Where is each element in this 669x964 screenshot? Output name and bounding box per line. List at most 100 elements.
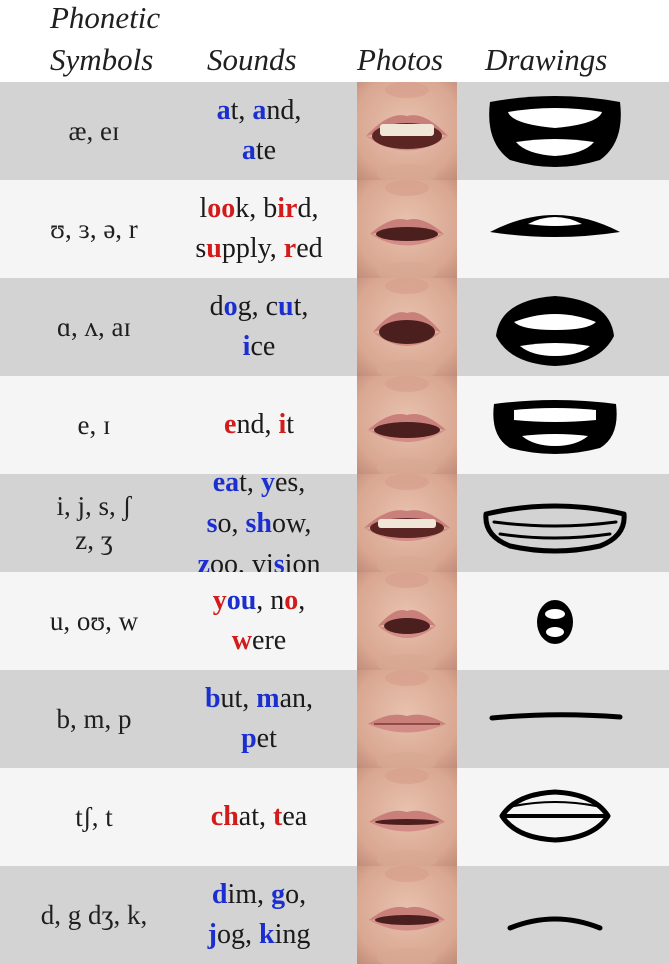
example-words-line: were <box>232 621 286 661</box>
word-text: et <box>256 723 277 754</box>
closed-line-mouth-icon <box>480 670 630 768</box>
highlighted-letters: s <box>206 507 218 539</box>
oval-open-mouth-icon <box>480 278 630 376</box>
example-words-line: chat, tea <box>211 797 307 837</box>
word-text: pply, <box>221 233 284 264</box>
word-text: ow, <box>271 507 312 539</box>
phonetic-symbols-cell: tʃ, t <box>20 768 168 866</box>
example-sounds-cell: dim, go, jog, king <box>176 866 342 964</box>
phonetic-symbols-line: ɑ, ʌ, aɪ <box>56 312 132 342</box>
mouth-photo <box>357 82 457 180</box>
example-words-line: ice <box>243 327 276 367</box>
highlighted-letters: sh <box>245 507 272 539</box>
word-text: o, <box>285 879 307 910</box>
word-text: t, <box>239 466 261 498</box>
word-text: og, <box>216 919 259 950</box>
partial-mouth-icon <box>480 866 630 964</box>
phonetic-symbols-cell: d, g dʒ, k, <box>20 866 168 964</box>
example-words-line: so, show, <box>207 503 312 544</box>
word-text: nd, <box>236 409 279 440</box>
example-words-line: end, it <box>224 405 294 445</box>
highlighted-letters: z <box>197 548 210 580</box>
phonetic-symbols-line: u, oʊ, w <box>49 606 139 636</box>
word-text: o, <box>217 507 246 539</box>
highlighted-letters: a <box>241 135 256 166</box>
word-text: ea <box>282 801 308 832</box>
header-sounds: Sounds <box>207 42 297 77</box>
phonetic-symbols-line: b, m, p <box>56 704 132 734</box>
word-text: t, <box>230 95 253 126</box>
header-symbols-line2: Symbols <box>50 42 154 77</box>
example-words-line: you, no, <box>213 581 306 621</box>
highlighted-letters: a <box>252 95 267 126</box>
word-text: t, <box>293 291 309 322</box>
phonetic-symbols-line: e, ɪ <box>77 410 111 440</box>
word-text: , <box>298 585 306 616</box>
table-row: d, g dʒ, k, dim, go, jog, king <box>0 866 669 964</box>
table-row: b, m, p but, man, pet <box>0 670 669 768</box>
phonetic-symbols-cell: ʊ, ɜ, ə, r <box>20 180 168 278</box>
wide-smile-mouth-icon <box>480 474 630 572</box>
highlighted-letters: a <box>216 95 231 126</box>
word-text: , n <box>256 585 285 616</box>
example-sounds-cell: chat, tea <box>176 768 342 866</box>
mouth-photo <box>357 572 457 670</box>
highlighted-letters: oo <box>207 193 236 224</box>
table-row: u, oʊ, w you, no, were <box>0 572 669 670</box>
mouth-photo <box>357 180 457 278</box>
highlighted-letters: u <box>206 233 222 264</box>
header-symbols-line1: Phonetic <box>50 0 161 35</box>
small-open-mouth-icon <box>480 768 630 866</box>
example-sounds-cell: dog, cut, ice <box>176 278 342 376</box>
highlighted-letters: w <box>231 625 253 656</box>
word-text: s <box>195 233 207 264</box>
example-sounds-cell: end, it <box>176 376 342 474</box>
phonetic-symbols-line: æ, eɪ <box>68 116 120 146</box>
wide-open-mouth-icon <box>480 82 630 180</box>
phonetic-symbols-cell: e, ɪ <box>20 376 168 474</box>
example-words-line: jog, king <box>208 915 311 955</box>
phonetic-symbols-line: d, g dʒ, k, <box>40 900 148 930</box>
phonetic-symbols-cell: i, j, s, ʃ z, ʒ <box>20 474 168 572</box>
word-text: d <box>209 291 224 322</box>
table-header: Phonetic Symbols Sounds Photos Drawings <box>0 0 669 82</box>
rect-open-mouth-icon <box>480 376 630 474</box>
word-text: te <box>255 135 277 166</box>
phonetic-symbols-cell: u, oʊ, w <box>20 572 168 670</box>
table-row: i, j, s, ʃ z, ʒ eat, yes, so, show, zoo, vis… <box>0 467 669 580</box>
table-row: ʊ, ɜ, ə, r look, bird, supply, red <box>0 180 669 278</box>
example-sounds-cell: you, no, were <box>176 572 342 670</box>
example-sounds-cell: look, bird, supply, red <box>176 180 342 278</box>
phonetic-symbols-line: z, ʒ <box>75 525 113 555</box>
mouth-photo <box>357 866 457 964</box>
word-text: d, <box>297 193 319 224</box>
header-photos: Photos <box>357 42 444 77</box>
header-drawings: Drawings <box>485 42 608 77</box>
example-sounds-cell: at, and, ate <box>176 82 342 180</box>
mouth-photo <box>357 278 457 376</box>
highlighted-letters: s <box>273 548 285 580</box>
example-sounds-cell: eat, yes, so, show, zoo, vision <box>176 467 342 580</box>
highlighted-letters: ea <box>212 466 240 498</box>
highlighted-letters: r <box>283 233 297 264</box>
highlighted-letters: d <box>211 879 228 910</box>
word-text: nd, <box>266 95 302 126</box>
highlighted-letters: k <box>258 919 275 950</box>
example-words-line: ate <box>242 131 276 171</box>
word-text: k, b <box>235 193 278 224</box>
highlighted-letters: y <box>260 466 275 498</box>
example-words-line: pet <box>241 719 277 759</box>
highlighted-letters: j <box>207 919 217 950</box>
example-words-line: look, bird, <box>200 189 319 229</box>
highlighted-letters: t <box>273 801 283 832</box>
mouth-photo <box>357 474 457 572</box>
highlighted-letters: m <box>256 683 280 714</box>
mouth-photo <box>357 768 457 866</box>
example-words-line: dog, cut, <box>210 287 309 327</box>
highlighted-letters: e <box>224 409 237 440</box>
word-text: at, <box>238 801 274 832</box>
word-text: ed <box>296 233 323 264</box>
table-row: e, ɪ end, it <box>0 376 669 474</box>
highlighted-letters: i <box>242 331 251 362</box>
word-text: es, <box>274 466 306 498</box>
